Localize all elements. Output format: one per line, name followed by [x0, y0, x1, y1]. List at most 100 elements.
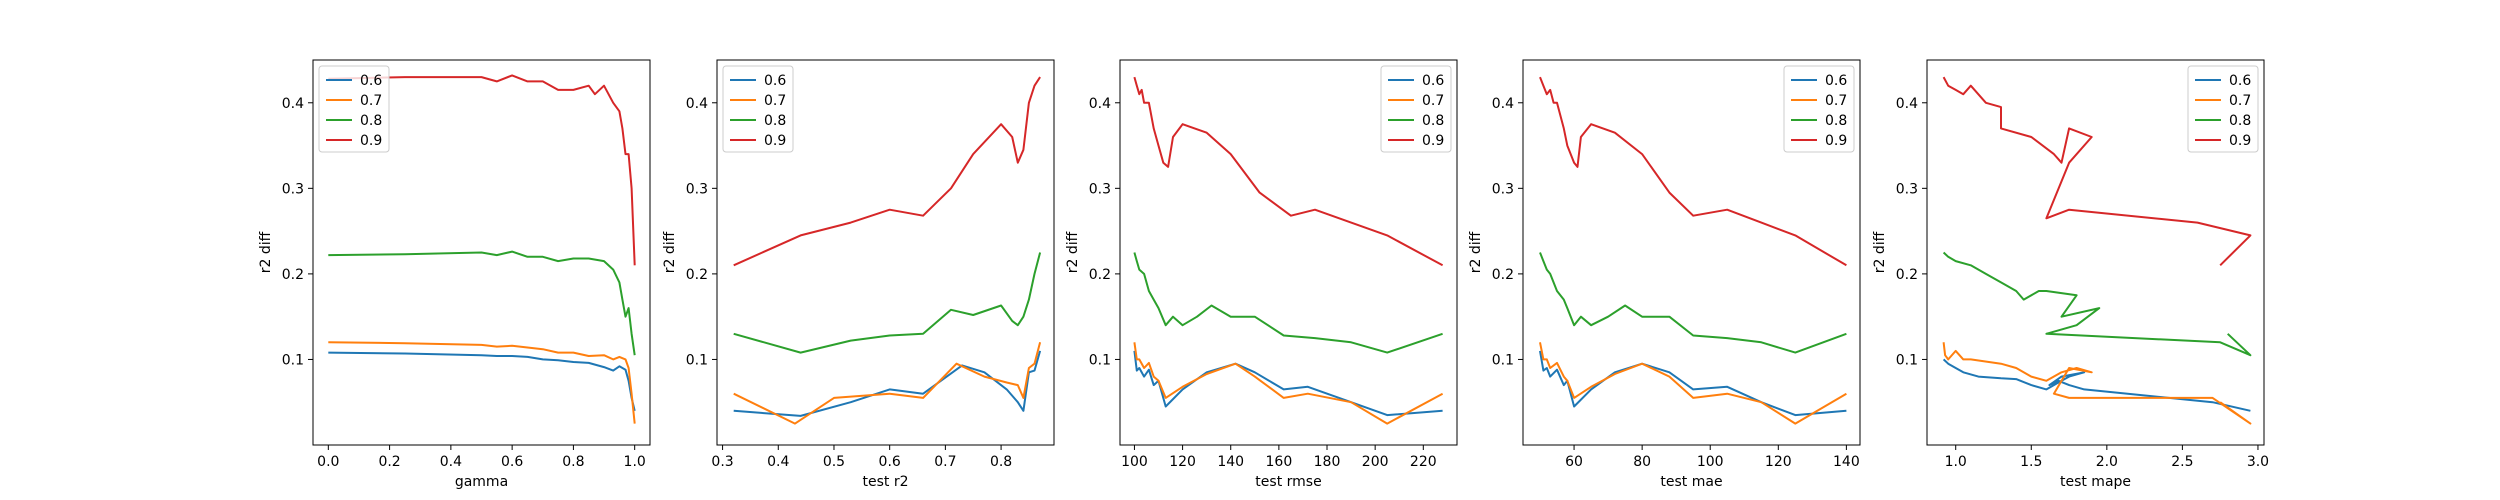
legend-box — [1380, 65, 1452, 153]
panel-3: 100 120 140 160 180 200 220 0.1 0.2 0.3 0.4 test rm… — [1065, 59, 1458, 490]
series-line-0.8 — [733, 252, 1042, 354]
y-tick-label: 0.4 — [282, 96, 304, 112]
x-tick-label: 0.2 — [378, 454, 400, 470]
x-tick-label: 0.5 — [823, 454, 845, 470]
x-tick-label: 120 — [1765, 454, 1792, 470]
legend-label: 0.9 — [2229, 133, 2251, 149]
axes-frame — [312, 59, 651, 446]
panel-2: 0.3 0.4 0.5 0.6 0.7 0.8 0.1 0.2 0.3 0.4 test r2 r2 … — [662, 59, 1055, 490]
x-tick-label: 2.0 — [2096, 454, 2118, 470]
x-tick-label: 140 — [1833, 454, 1860, 470]
x-tick-label: 0.6 — [879, 454, 901, 470]
y-tick-label: 0.1 — [686, 352, 708, 368]
y-tick-label: 0.3 — [1896, 181, 1918, 197]
legend-label: 0.6 — [764, 73, 786, 89]
legend: 0.6 0.7 0.8 0.9 — [318, 65, 390, 153]
x-tick-label: 3.0 — [2247, 454, 2269, 470]
x-axis-label: test mape — [2060, 474, 2131, 490]
series-line-0.9 — [733, 76, 1041, 267]
series-line-0.7 — [1133, 342, 1444, 425]
y-tick-label: 0.1 — [1492, 352, 1514, 368]
legend-label: 0.7 — [764, 93, 786, 109]
series-line-0.7 — [1539, 342, 1847, 425]
x-tick-label: 2.5 — [2171, 454, 2193, 470]
series-line-0.9 — [1133, 76, 1444, 267]
y-tick-label: 0.2 — [1089, 267, 1111, 283]
axes-frame — [716, 59, 1055, 446]
panel-5: 1.0 1.5 2.0 2.5 3.0 0.1 0.2 0.3 0.4 test mape r2 d… — [1872, 59, 2269, 490]
legend-label: 0.8 — [1825, 113, 1847, 129]
series-line-0.7 — [733, 342, 1042, 425]
legend-label: 0.7 — [1422, 93, 1444, 109]
y-tick-label: 0.3 — [1492, 181, 1514, 197]
y-tick-label: 0.2 — [1492, 267, 1514, 283]
x-tick-label: 160 — [1266, 454, 1293, 470]
x-tick-label: 1.0 — [1945, 454, 1967, 470]
x-axis-label: test mae — [1660, 474, 1722, 490]
x-tick-label: 80 — [1633, 454, 1651, 470]
legend-box — [318, 65, 390, 153]
legend-box — [722, 65, 794, 153]
panel-1: 0.0 0.2 0.4 0.6 0.8 1.0 0.1 0.2 0.3 0.4 gamma r2 di… — [258, 59, 651, 490]
series-line-0.6 — [1539, 350, 1847, 417]
series-line-0.7 — [1942, 342, 2252, 425]
legend-label: 0.6 — [1825, 73, 1847, 89]
legend-label: 0.8 — [360, 113, 382, 129]
x-axis-label: test rmse — [1255, 474, 1321, 490]
legend: 0.6 0.7 0.8 0.9 — [722, 65, 794, 153]
legend: 0.6 0.7 0.8 0.9 — [1783, 65, 1855, 153]
y-axis-label: r2 diff — [1468, 231, 1484, 273]
series-line-0.6 — [328, 351, 636, 412]
legend-label: 0.9 — [764, 133, 786, 149]
y-axis-label: r2 diff — [662, 231, 678, 273]
series-line-0.8 — [1942, 251, 2252, 357]
axes-frame — [1926, 59, 2265, 446]
x-tick-label: 1.0 — [624, 454, 646, 470]
legend-label: 0.7 — [360, 93, 382, 109]
series-line-0.8 — [1133, 252, 1443, 354]
y-tick-label: 0.3 — [1089, 181, 1111, 197]
x-tick-label: 0.8 — [562, 454, 584, 470]
y-axis-label: r2 diff — [1872, 231, 1888, 273]
series-line-0.8 — [328, 250, 636, 356]
legend: 0.6 0.7 0.8 0.9 — [1380, 65, 1452, 153]
x-tick-label: 1.5 — [2020, 454, 2042, 470]
x-tick-label: 0.4 — [440, 454, 462, 470]
legend-label: 0.8 — [764, 113, 786, 129]
y-tick-label: 0.2 — [686, 267, 708, 283]
x-tick-label: 140 — [1217, 454, 1244, 470]
y-tick-label: 0.2 — [1896, 267, 1918, 283]
y-tick-label: 0.4 — [1896, 96, 1918, 112]
y-tick-label: 0.4 — [686, 96, 708, 112]
x-tick-label: 60 — [1565, 454, 1583, 470]
legend: 0.6 0.7 0.8 0.9 — [2187, 65, 2259, 153]
x-tick-label: 0.7 — [934, 454, 956, 470]
x-tick-label: 100 — [1697, 454, 1724, 470]
x-axis-label: gamma — [455, 474, 508, 490]
x-axis-label: test r2 — [863, 474, 909, 490]
x-tick-label: 100 — [1121, 454, 1148, 470]
x-tick-label: 220 — [1410, 454, 1437, 470]
y-tick-label: 0.4 — [1492, 96, 1514, 112]
series-line-0.9 — [1539, 76, 1847, 267]
legend-label: 0.6 — [1422, 73, 1444, 89]
legend-box — [2187, 65, 2259, 153]
x-tick-label: 0.6 — [501, 454, 523, 470]
axes-frame — [1119, 59, 1458, 446]
series-line-0.7 — [328, 341, 636, 424]
series-line-0.6 — [1942, 358, 2251, 412]
series-line-0.9 — [1942, 76, 2252, 267]
x-tick-label: 120 — [1169, 454, 1196, 470]
y-tick-label: 0.4 — [1089, 96, 1111, 112]
legend-label: 0.7 — [1825, 93, 1847, 109]
legend-label: 0.9 — [1422, 133, 1444, 149]
series-line-0.8 — [1539, 252, 1847, 354]
y-tick-label: 0.1 — [282, 352, 304, 368]
legend-label: 0.6 — [360, 73, 382, 89]
legend-box — [1783, 65, 1855, 153]
series-line-0.6 — [1133, 350, 1443, 417]
y-tick-label: 0.2 — [282, 267, 304, 283]
legend-label: 0.7 — [2229, 93, 2251, 109]
legend-label: 0.8 — [2229, 113, 2251, 129]
